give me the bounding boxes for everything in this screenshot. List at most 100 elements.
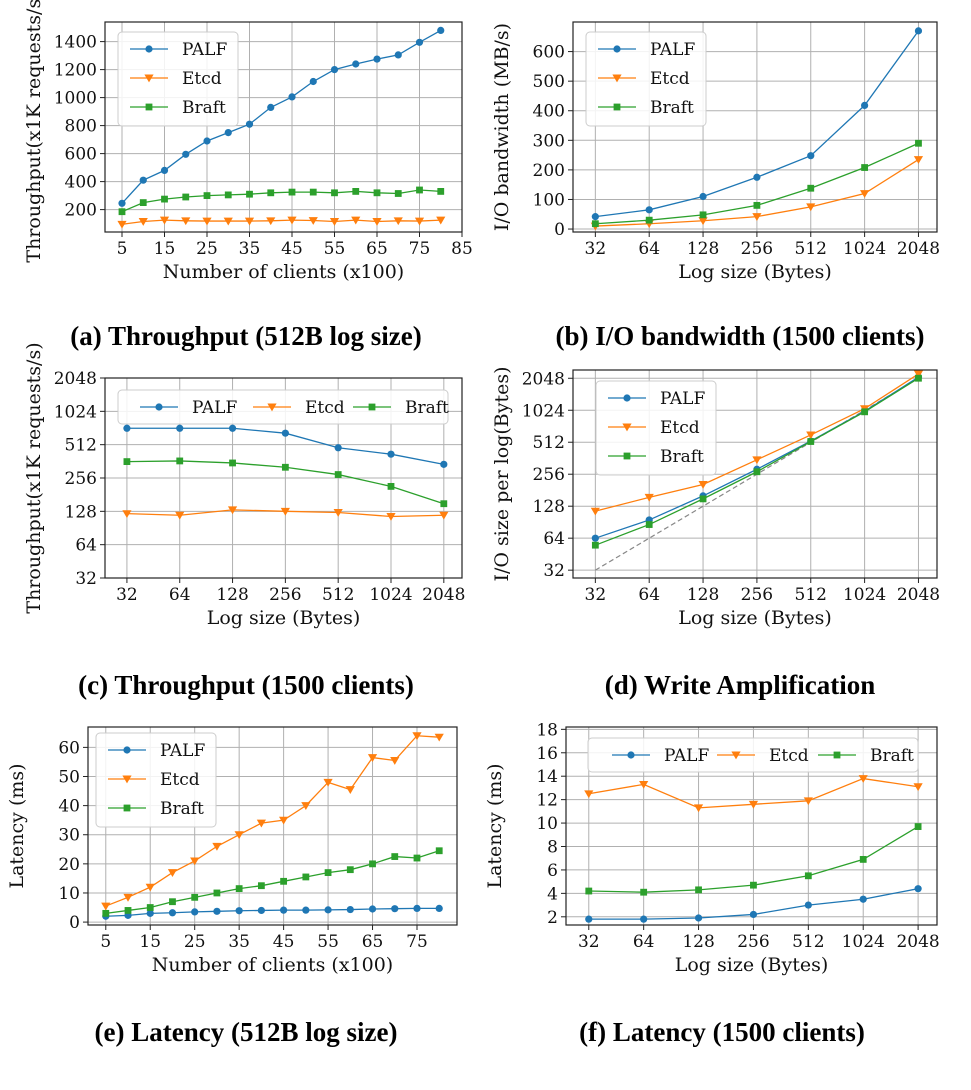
data-point-etcd — [412, 732, 422, 741]
y-axis-label: I/O size per log(Bytes) — [491, 366, 513, 581]
x-tick-label: 32 — [585, 585, 607, 605]
data-point-braft — [176, 457, 184, 465]
chart-caption: (b) I/O bandwidth (1500 clients) — [555, 321, 924, 351]
x-tick-label: 512 — [792, 932, 824, 952]
x-tick-label: 2048 — [422, 585, 465, 605]
series-line-etcd — [121, 219, 441, 225]
y-tick-label: 1200 — [54, 61, 97, 81]
data-point-braft — [699, 495, 707, 503]
data-point-braft — [861, 164, 869, 171]
chart-caption: (f) Latency (1500 clients) — [579, 1017, 865, 1047]
y-tick-label: 1000 — [54, 89, 97, 109]
data-point-palf — [182, 150, 190, 158]
data-point-braft — [807, 184, 815, 192]
legend-marker-braft — [833, 751, 841, 759]
x-tick-label: 15 — [139, 932, 161, 952]
legend-label-etcd: Etcd — [305, 398, 345, 418]
data-point-palf — [280, 906, 288, 914]
legend: PALF Etcd Braft — [117, 31, 239, 127]
legend-label-etcd: Etcd — [660, 418, 700, 438]
data-point-palf — [440, 460, 448, 468]
x-tick-label: 85 — [451, 239, 473, 259]
data-point-etcd — [287, 216, 297, 225]
series-braft — [591, 374, 922, 549]
legend-marker-braft — [613, 103, 621, 111]
data-point-etcd — [414, 217, 425, 226]
chart-caption: (e) Latency (512B log size) — [95, 1017, 398, 1047]
y-tick-label: 2 — [547, 908, 558, 928]
data-point-etcd — [913, 783, 923, 792]
data-point-palf — [228, 424, 237, 432]
data-point-etcd — [434, 733, 444, 742]
y-tick-label: 400 — [533, 102, 565, 122]
data-point-etcd — [390, 757, 400, 765]
data-point-palf — [694, 914, 703, 922]
legend-label-etcd: Etcd — [650, 69, 690, 89]
data-point-braft — [695, 886, 702, 894]
plot-frame — [565, 726, 938, 926]
x-tick-label: 1024 — [843, 585, 886, 605]
data-point-etcd — [639, 780, 649, 789]
data-point-palf — [861, 101, 869, 110]
x-tick-label: 256 — [269, 585, 301, 605]
data-point-palf — [245, 120, 254, 128]
x-tick-label: 45 — [273, 932, 295, 952]
x-tick-label: 35 — [228, 932, 250, 952]
data-point-etcd — [181, 217, 191, 226]
data-point-braft — [807, 438, 815, 445]
data-point-palf — [415, 38, 424, 46]
data-point-braft — [645, 521, 653, 528]
data-point-braft — [280, 877, 288, 885]
chart-c: 32 64 128 256 512 1024 2048 32 64 128 256 512 1024 20… — [23, 342, 465, 700]
y-tick-label: 512 — [533, 433, 565, 453]
data-point-braft — [440, 500, 448, 508]
data-point-etcd — [806, 431, 816, 440]
x-tick-label: 15 — [154, 239, 176, 259]
x-tick-label: 55 — [317, 932, 339, 952]
data-point-braft — [331, 189, 338, 197]
series-palf — [118, 26, 445, 207]
x-tick-label: 64 — [169, 585, 191, 605]
y-tick-label: 128 — [533, 497, 565, 517]
data-point-etcd — [301, 802, 311, 810]
legend-marker-etcd — [267, 403, 277, 412]
data-point-etcd — [280, 507, 290, 516]
legend-label-palf: PALF — [660, 389, 705, 409]
data-point-braft — [914, 823, 922, 830]
y-tick-label: 32 — [543, 561, 565, 581]
x-tick-label: 256 — [741, 585, 773, 605]
legend-label-braft: Braft — [160, 799, 204, 819]
legend-marker-etcd — [612, 74, 622, 83]
x-tick-label: 45 — [281, 239, 303, 259]
x-tick-label: 512 — [322, 585, 354, 605]
x-axis-label: Number of clients (x100) — [163, 261, 404, 283]
data-point-etcd — [333, 509, 343, 517]
data-point-braft — [169, 898, 176, 906]
data-point-braft — [753, 468, 761, 476]
data-point-etcd — [266, 217, 276, 226]
data-point-etcd — [860, 190, 870, 198]
data-point-braft — [346, 866, 354, 874]
data-point-etcd — [223, 217, 233, 226]
y-tick-label: 600 — [65, 145, 97, 165]
data-point-palf — [330, 66, 339, 74]
x-tick-label: 2048 — [897, 239, 940, 259]
y-tick-label: 1024 — [522, 401, 565, 421]
data-point-braft — [161, 195, 168, 203]
x-tick-label: 25 — [184, 932, 206, 952]
legend-label-etcd: Etcd — [769, 746, 809, 766]
x-tick-label: 55 — [324, 239, 346, 259]
data-point-etcd — [256, 819, 266, 828]
series-etcd — [101, 732, 444, 911]
data-point-palf — [753, 173, 761, 181]
legend-marker-braft — [623, 452, 631, 460]
x-tick-label: 64 — [638, 585, 660, 605]
x-tick-label: 32 — [585, 239, 607, 259]
data-point-palf — [309, 77, 317, 86]
y-tick-label: 200 — [65, 201, 97, 221]
legend-label-etcd: Etcd — [160, 770, 200, 790]
grid-lines — [105, 22, 463, 232]
legend-marker-etcd — [144, 74, 154, 83]
legend-box — [585, 31, 707, 127]
